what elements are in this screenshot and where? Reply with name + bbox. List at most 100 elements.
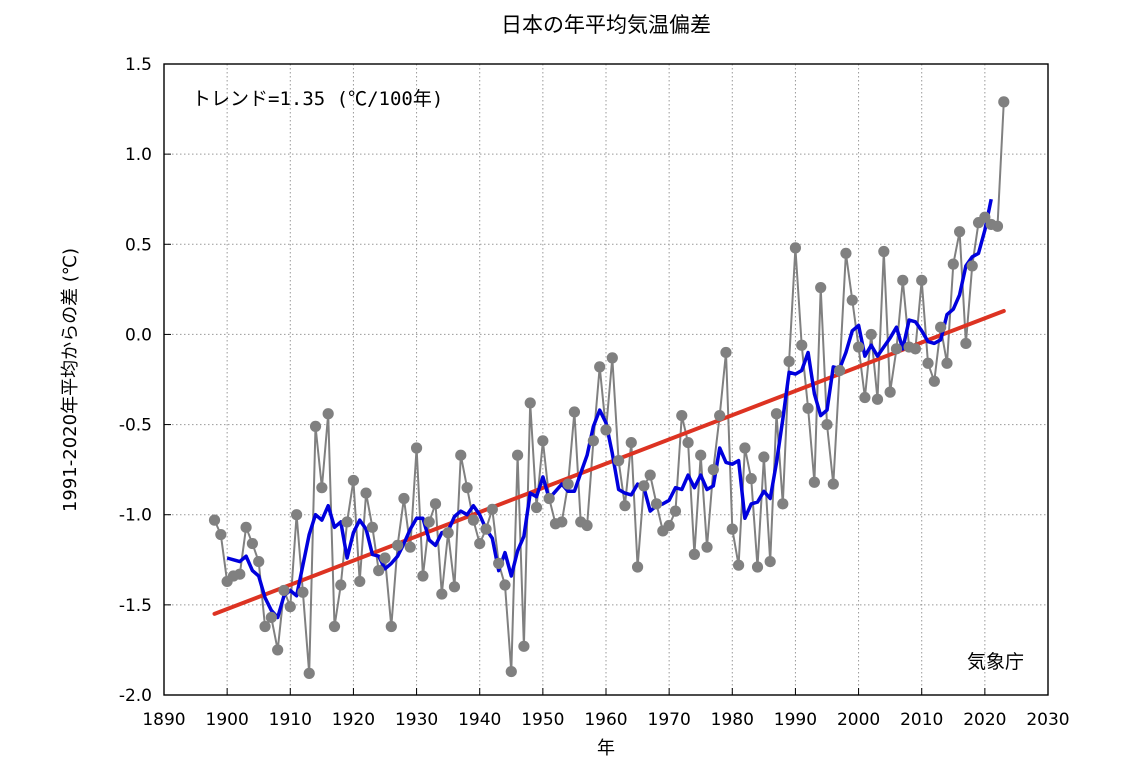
annual-data-point bbox=[448, 581, 461, 593]
annual-data-point bbox=[789, 242, 802, 254]
annual-data-point bbox=[707, 464, 719, 476]
annual-data-point bbox=[777, 498, 789, 510]
annual-data-point bbox=[834, 364, 846, 377]
annual-data-point bbox=[935, 321, 947, 333]
annual-series-line bbox=[213, 101, 1005, 674]
annual-data-point bbox=[581, 519, 593, 532]
annual-data-point bbox=[928, 375, 940, 387]
annual-data-point bbox=[429, 498, 442, 510]
annual-data-point bbox=[291, 509, 303, 521]
series-layer bbox=[208, 96, 1010, 679]
annual-data-point bbox=[265, 611, 277, 624]
annual-data-point bbox=[474, 537, 486, 550]
annual-data-point bbox=[821, 418, 833, 431]
annual-data-point bbox=[335, 579, 347, 591]
annual-data-point bbox=[625, 437, 637, 449]
annual-data-point bbox=[493, 557, 505, 569]
x-tick-label: 2020 bbox=[963, 710, 1006, 730]
y-tick-label: -0.5 bbox=[119, 416, 152, 436]
annual-data-point bbox=[714, 409, 726, 422]
annual-data-point bbox=[941, 357, 953, 369]
annual-data-point bbox=[733, 559, 745, 571]
annual-data-point bbox=[385, 620, 397, 633]
x-tick-label: 1930 bbox=[395, 710, 438, 730]
annual-data-point bbox=[663, 519, 675, 532]
annual-data-point bbox=[897, 274, 909, 286]
annual-data-point bbox=[878, 245, 890, 258]
trend-annotation: トレンド=1.35 (℃/100年) bbox=[192, 88, 443, 110]
annual-data-point bbox=[467, 514, 479, 526]
annual-data-point bbox=[480, 523, 492, 535]
y-tick-label: -1.5 bbox=[119, 596, 152, 616]
annual-data-point bbox=[669, 505, 682, 517]
annual-data-point bbox=[455, 449, 467, 461]
annual-data-point bbox=[960, 337, 972, 350]
annual-data-point bbox=[423, 516, 435, 528]
annual-data-point bbox=[278, 584, 290, 597]
x-tick-label: 1910 bbox=[269, 710, 312, 730]
annual-data-point bbox=[682, 437, 694, 449]
annual-data-point bbox=[518, 640, 530, 652]
x-tick-label: 1960 bbox=[584, 710, 627, 730]
annual-data-point bbox=[638, 480, 650, 492]
x-tick-label: 2010 bbox=[900, 710, 943, 730]
annual-data-point bbox=[758, 451, 770, 463]
annual-data-point bbox=[284, 601, 296, 613]
annual-data-point bbox=[688, 548, 701, 560]
annual-data-point bbox=[309, 420, 322, 432]
annual-data-point bbox=[916, 274, 928, 286]
annual-data-point bbox=[316, 482, 328, 494]
annual-data-point bbox=[947, 258, 959, 270]
annual-data-point bbox=[404, 541, 416, 553]
annual-data-point bbox=[246, 537, 258, 550]
annual-data-point bbox=[511, 449, 524, 461]
annual-data-point bbox=[360, 487, 372, 499]
annual-data-point bbox=[954, 226, 966, 238]
annual-data-point bbox=[486, 503, 498, 515]
annual-data-point bbox=[594, 361, 606, 373]
chart-title: 日本の年平均気温偏差 bbox=[501, 13, 711, 37]
grid-lines bbox=[164, 64, 1048, 695]
annual-data-point bbox=[613, 455, 625, 467]
annual-data-point bbox=[840, 247, 852, 259]
y-tick-label: 0.5 bbox=[125, 235, 152, 255]
annual-data-point bbox=[442, 527, 454, 539]
x-tick-label: 1980 bbox=[711, 710, 754, 730]
annual-data-point bbox=[297, 586, 309, 598]
annual-data-point bbox=[783, 355, 795, 368]
annual-data-point bbox=[208, 514, 221, 526]
annual-data-point bbox=[922, 357, 934, 369]
annual-data-point bbox=[328, 620, 341, 633]
annual-data-point bbox=[852, 341, 865, 353]
annual-data-point bbox=[695, 449, 707, 461]
annual-data-point bbox=[619, 500, 631, 512]
x-tick-label: 1900 bbox=[206, 710, 249, 730]
annual-data-point bbox=[417, 570, 429, 582]
annual-data-point bbox=[600, 424, 612, 436]
annual-data-point bbox=[815, 281, 827, 294]
annual-data-point bbox=[796, 339, 808, 351]
x-tick-label: 2030 bbox=[1026, 710, 1069, 730]
x-tick-label: 1990 bbox=[774, 710, 817, 730]
y-tick-label: 1.5 bbox=[125, 55, 152, 75]
annual-data-point bbox=[739, 442, 751, 454]
annual-data-point bbox=[461, 482, 473, 494]
annual-data-point bbox=[537, 435, 549, 447]
y-axis-title: 1991-2020年平均からの差 (℃) bbox=[60, 248, 81, 512]
annual-data-point bbox=[272, 644, 284, 656]
trend-line bbox=[212, 308, 1006, 616]
annual-data-point bbox=[240, 521, 252, 533]
annual-data-point bbox=[436, 588, 448, 600]
annual-data-point bbox=[991, 220, 1004, 232]
y-tick-label: -1.0 bbox=[119, 506, 152, 526]
annual-data-point bbox=[347, 474, 360, 487]
annual-data-point bbox=[568, 406, 581, 418]
annual-data-point bbox=[366, 521, 378, 533]
x-tick-label: 1890 bbox=[142, 710, 185, 730]
y-axis-ticks: 1.5 1.0 0.5 0.0 -0.5 -1.0 -1.5 -2.0 bbox=[119, 55, 171, 706]
annual-data-point bbox=[234, 568, 246, 580]
annual-data-point bbox=[410, 442, 423, 454]
annual-data-point bbox=[726, 523, 738, 535]
x-axis-ticks: 1890 1900 1910 1920 1930 1940 1950 1960 1970 1980… bbox=[142, 688, 1070, 730]
